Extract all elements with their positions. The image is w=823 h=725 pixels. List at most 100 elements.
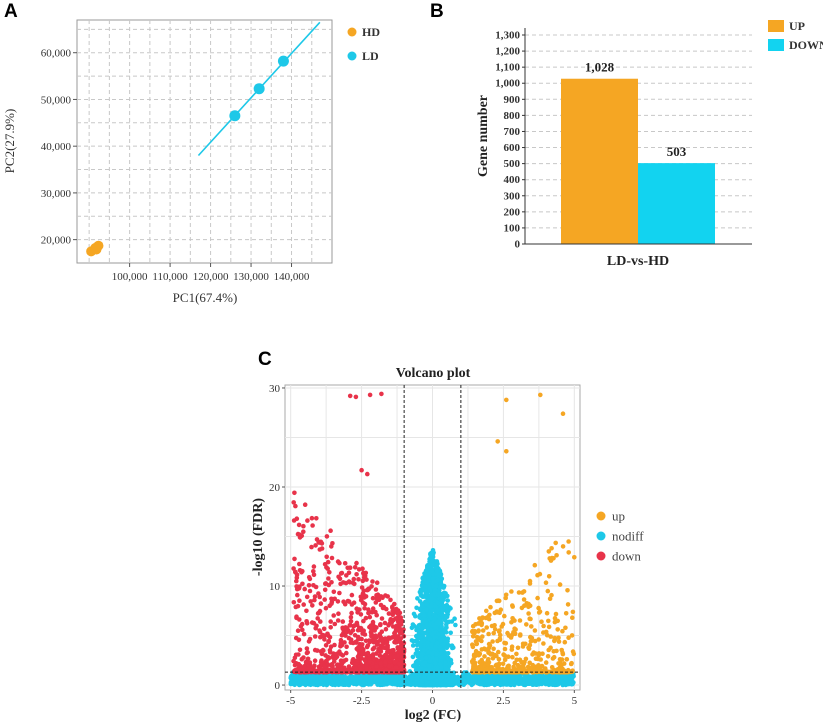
volcano-point-down bbox=[360, 647, 365, 653]
volcano-point-down bbox=[349, 668, 354, 674]
volcano-point-up bbox=[479, 638, 484, 644]
volcano-point-down bbox=[315, 616, 321, 621]
volcano-point-up bbox=[488, 652, 493, 657]
volcano-point-up bbox=[537, 571, 543, 577]
volcano-point-down bbox=[350, 580, 356, 586]
bar-legend-swatch-down bbox=[768, 39, 784, 51]
volcano-point-down bbox=[322, 587, 328, 593]
volcano-point-down bbox=[306, 583, 312, 588]
volcano-point-up bbox=[570, 615, 575, 620]
volcano-point-nodiff bbox=[437, 585, 443, 590]
volcano-point-up bbox=[551, 669, 557, 675]
volcano-point-down bbox=[328, 528, 333, 533]
volcano-point-down bbox=[317, 547, 323, 552]
volcano-point-down bbox=[384, 653, 389, 658]
volcano-point-down bbox=[330, 663, 335, 669]
bar-y-tick-label: 900 bbox=[504, 94, 521, 106]
volcano-point-nodiff bbox=[433, 583, 439, 589]
volcano-point-down bbox=[354, 572, 359, 577]
pca-y-tick-label: 50,000 bbox=[41, 94, 72, 106]
volcano-point-up bbox=[554, 648, 559, 654]
volcano-point-nodiff bbox=[450, 645, 455, 651]
volcano-y-tick-label: 30 bbox=[269, 383, 281, 395]
volcano-point-nodiff bbox=[424, 607, 429, 613]
volcano-point-down bbox=[370, 606, 376, 611]
volcano-point-up bbox=[502, 646, 508, 652]
volcano-point-down bbox=[307, 660, 313, 665]
volcano-point-up bbox=[565, 588, 570, 593]
volcano-point-up bbox=[511, 664, 516, 670]
volcano-point-nodiff bbox=[409, 675, 414, 680]
volcano-point-up bbox=[479, 621, 485, 626]
volcano-point-up bbox=[526, 611, 531, 616]
volcano-x-tick-label: 5 bbox=[572, 695, 578, 707]
volcano-point-down bbox=[378, 661, 384, 666]
volcano-point-up bbox=[486, 631, 491, 637]
volcano-point-nodiff bbox=[430, 608, 436, 613]
volcano-point-up bbox=[494, 598, 500, 604]
volcano-point-up bbox=[536, 605, 541, 611]
volcano-point-nodiff bbox=[461, 678, 467, 683]
volcano-point-down bbox=[393, 616, 398, 621]
volcano-point-up bbox=[471, 653, 477, 658]
volcano-point-up bbox=[510, 604, 515, 609]
volcano-point-nodiff bbox=[423, 584, 429, 590]
volcano-point-down bbox=[365, 587, 371, 593]
volcano-point-up bbox=[526, 646, 532, 651]
volcano-point-down bbox=[348, 630, 354, 636]
volcano-point-nodiff bbox=[411, 638, 416, 644]
volcano-ylabel: -log10 (FDR) bbox=[251, 498, 266, 576]
volcano-point-up bbox=[564, 657, 570, 662]
volcano-point-down bbox=[325, 662, 331, 667]
volcano-point-up bbox=[569, 633, 575, 638]
volcano-point-nodiff bbox=[551, 681, 556, 686]
volcano-point-nodiff bbox=[419, 679, 425, 684]
volcano-point-nodiff bbox=[440, 612, 445, 617]
volcano-point-up bbox=[544, 610, 550, 616]
volcano-point-nodiff bbox=[453, 622, 458, 628]
volcano-point-down bbox=[312, 634, 318, 639]
volcano-point-nodiff bbox=[439, 624, 444, 629]
volcano-point-down bbox=[357, 627, 363, 633]
volcano-point-nodiff bbox=[473, 679, 479, 684]
volcano-point-down bbox=[291, 500, 297, 505]
volcano-point-nodiff bbox=[410, 654, 416, 660]
volcano-point-nodiff bbox=[289, 680, 295, 686]
volcano-point-down bbox=[396, 610, 402, 616]
volcano-point-up bbox=[557, 660, 563, 666]
volcano-point-down bbox=[346, 664, 352, 669]
volcano-point-down bbox=[312, 594, 318, 599]
volcano-point-down bbox=[392, 654, 398, 660]
volcano-point-nodiff bbox=[380, 674, 385, 680]
volcano-point-nodiff bbox=[421, 647, 427, 653]
pca-y-tick-label: 40,000 bbox=[41, 141, 72, 153]
volcano-point-down bbox=[318, 619, 323, 624]
volcano-point-nodiff bbox=[364, 677, 370, 682]
volcano-point-up bbox=[510, 654, 515, 660]
volcano-point-up bbox=[487, 612, 492, 618]
volcano-point-nodiff bbox=[419, 588, 425, 593]
volcano-point-down bbox=[358, 612, 364, 617]
volcano-point-down bbox=[296, 522, 302, 528]
volcano-point-nodiff bbox=[426, 676, 432, 681]
volcano-point-nodiff bbox=[441, 585, 446, 590]
volcano-point-down bbox=[332, 642, 337, 648]
volcano-point-up bbox=[504, 397, 509, 403]
volcano-point-down bbox=[311, 665, 316, 670]
volcano-point-nodiff bbox=[429, 603, 434, 609]
volcano-point-up bbox=[566, 550, 571, 555]
volcano-point-down bbox=[325, 631, 330, 637]
bar-y-tick-label: 1,100 bbox=[495, 62, 520, 74]
volcano-point-nodiff bbox=[556, 681, 561, 687]
volcano-point-down bbox=[293, 635, 299, 641]
volcano-point-down bbox=[312, 658, 318, 663]
volcano-point-up bbox=[488, 665, 494, 671]
volcano-point-up bbox=[563, 625, 568, 631]
volcano-x-tick-label: 0 bbox=[430, 695, 436, 707]
volcano-legend-swatch-up bbox=[596, 511, 606, 521]
volcano-point-down bbox=[347, 393, 353, 399]
volcano-point-nodiff bbox=[427, 637, 433, 642]
volcano-point-up bbox=[514, 651, 519, 657]
volcano-point-down bbox=[374, 664, 379, 669]
volcano-point-nodiff bbox=[408, 680, 413, 686]
